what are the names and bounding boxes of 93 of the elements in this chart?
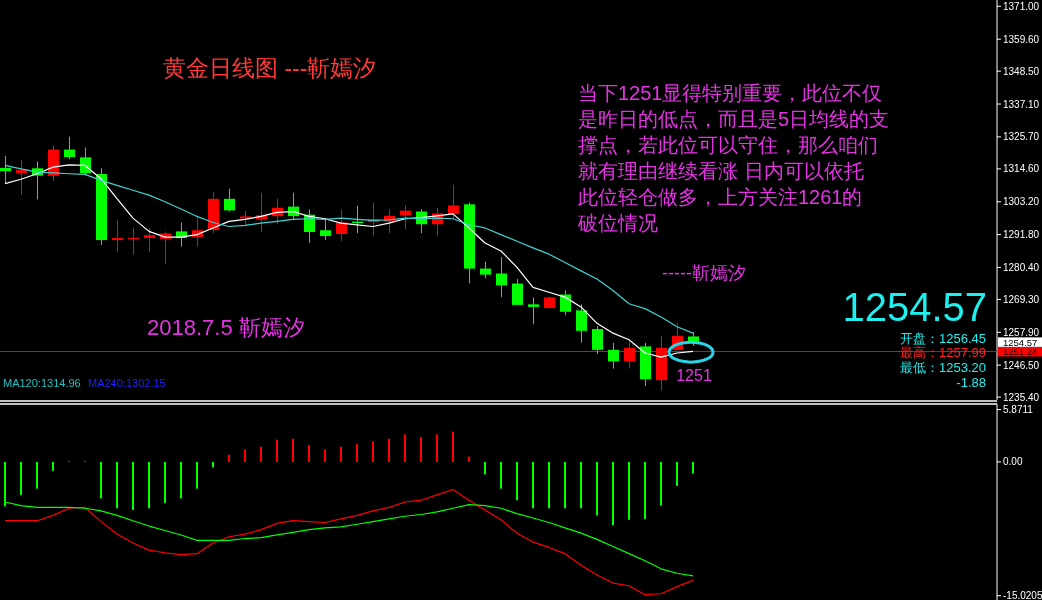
candlestick	[528, 296, 539, 325]
y-tick-label: 1348.50	[1003, 65, 1040, 77]
text: 黄金日线图 ---靳嫣汐	[163, 55, 377, 81]
annotation: -----靳嫣汐	[662, 263, 746, 283]
text: -1.88	[956, 374, 986, 390]
y-tick-label: 1280.40	[1003, 261, 1040, 273]
annotation: 当下1251显得特别重要，此位不仅	[578, 82, 883, 104]
candlestick	[16, 159, 27, 196]
bar	[180, 461, 182, 499]
text: 最低：1253.20	[900, 359, 986, 375]
bar	[116, 461, 118, 509]
candlestick	[128, 226, 139, 256]
bar	[388, 438, 390, 462]
y-tick-label: 1337.10	[1003, 98, 1040, 110]
y-tick-label: 0.00	[1003, 456, 1023, 468]
bar	[500, 461, 502, 489]
annotation: MA240:1302.15	[88, 377, 166, 389]
bar	[372, 441, 374, 462]
bar	[324, 449, 326, 462]
ref-line-label: 1251.24	[1003, 346, 1038, 358]
candlestick	[224, 188, 235, 213]
candlestick	[64, 136, 75, 160]
bar	[100, 461, 102, 499]
candlestick	[0, 155, 11, 185]
bar	[628, 461, 630, 520]
bar	[468, 456, 470, 462]
bar	[532, 461, 534, 509]
text: 1254.57	[842, 285, 987, 329]
bar	[644, 461, 646, 519]
candlestick	[112, 219, 123, 253]
candlestick	[496, 256, 507, 298]
bar	[340, 446, 342, 462]
bar	[676, 461, 678, 486]
bar	[36, 461, 38, 489]
y-tick-label: 1246.50	[1003, 359, 1040, 371]
bar	[452, 431, 454, 462]
candlestick	[560, 289, 571, 316]
annotation: 破位情况	[577, 212, 658, 234]
bar	[20, 461, 22, 495]
annotation: 2018.7.5 靳嫣汐	[147, 314, 305, 340]
bar	[660, 461, 662, 506]
annotation: 就有理由继续看涨 日内可以依托	[578, 160, 864, 182]
bar	[548, 461, 550, 509]
bar	[308, 444, 310, 462]
bar	[516, 461, 518, 501]
candlestick	[80, 147, 91, 176]
bar	[148, 461, 150, 509]
annotation: MA120:1314.96	[3, 377, 81, 389]
bar	[436, 434, 438, 462]
line-series	[4, 488, 694, 596]
candlestick	[144, 227, 155, 253]
y-tick-label: 1314.60	[1003, 163, 1040, 175]
y-tick-label: 1291.80	[1003, 229, 1040, 241]
bar	[612, 461, 614, 526]
y-tick-label: 1235.40	[1003, 391, 1040, 403]
candlestick	[512, 278, 523, 306]
y-tick-label: 1371.00	[1003, 0, 1040, 12]
candlestick	[448, 184, 459, 219]
annotation: 撑点，若此位可以守住，那么咱们	[578, 134, 878, 156]
bar	[52, 461, 54, 471]
y-tick-label: 1359.60	[1003, 33, 1040, 45]
y-tick-label: -15.0205	[1003, 590, 1042, 600]
bar	[228, 454, 230, 462]
bar	[164, 461, 166, 503]
bar	[420, 436, 422, 462]
y-tick-label: 1269.30	[1003, 293, 1040, 305]
text: 1254.57	[1003, 336, 1038, 348]
bar	[356, 444, 358, 462]
y-tick-label: 5.8711	[1003, 404, 1034, 416]
y-tick-label: 1257.90	[1003, 326, 1040, 338]
candlestick	[576, 303, 587, 344]
bar	[196, 461, 198, 489]
candlestick	[592, 325, 603, 355]
y-tick-label: 1325.70	[1003, 131, 1040, 143]
candlestick	[336, 209, 347, 242]
bar	[564, 461, 566, 509]
bar	[596, 461, 598, 516]
bar	[404, 434, 406, 462]
bar	[292, 438, 294, 462]
annotation: 此位轻仓做多，上方关注1261的	[578, 186, 863, 208]
text: 开盘：1256.45	[900, 330, 986, 346]
bar	[132, 461, 134, 511]
candlestick	[608, 342, 619, 370]
annotation: 是昨日的低点，而且是5日均线的支	[578, 108, 890, 130]
bar	[260, 446, 262, 462]
bar	[484, 461, 486, 475]
bar	[212, 461, 214, 468]
annotation: 1251	[676, 366, 712, 384]
bar	[276, 439, 278, 462]
y-tick-label: 1303.20	[1003, 196, 1040, 208]
bar	[692, 461, 694, 474]
bar	[580, 461, 582, 509]
bar	[244, 449, 246, 462]
